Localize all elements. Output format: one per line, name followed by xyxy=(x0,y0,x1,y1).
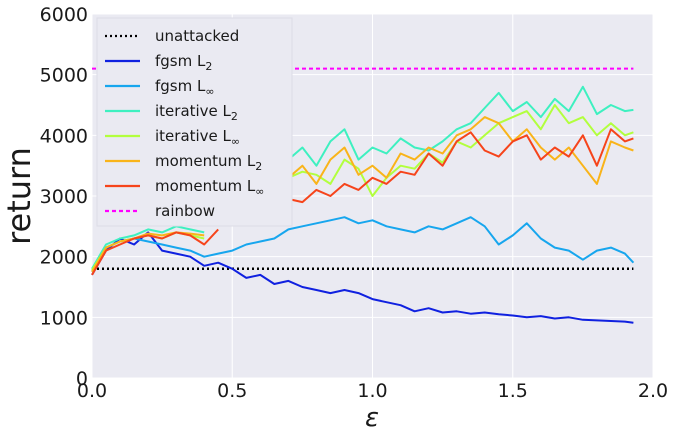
y-tick-label: 0 xyxy=(76,368,88,390)
y-tick-label: 2000 xyxy=(40,247,88,269)
legend-entry-label: fgsm L xyxy=(155,77,206,95)
x-tick-label: 2.0 xyxy=(638,380,668,402)
x-tick-label: 1.5 xyxy=(498,380,528,402)
legend-entry: rainbow xyxy=(155,202,215,220)
series-line-momentum-linf xyxy=(91,228,219,276)
series-line-iterative-linf xyxy=(288,104,634,197)
series-line-fgsm-linf xyxy=(91,216,635,273)
legend-box xyxy=(96,17,293,227)
y-tick-label: 4000 xyxy=(40,125,88,147)
y-tick-label: 3000 xyxy=(40,186,88,208)
y-tick-label: 1000 xyxy=(40,307,88,329)
legend-entry: fgsm L2 xyxy=(155,52,212,73)
legend-entry-label: fgsm L xyxy=(155,52,206,70)
series-line-momentum-l2 xyxy=(287,116,634,185)
series-line-fgsm-l2 xyxy=(91,231,634,324)
legend-entry: fgsm L∞ xyxy=(155,77,215,98)
legend-entry-label: iterative L xyxy=(155,127,232,145)
series-layer xyxy=(91,67,635,324)
legend-entry-subscript: 2 xyxy=(205,60,212,73)
y-tick-label: 6000 xyxy=(40,4,88,26)
series-line-momentum-l2 xyxy=(91,231,205,273)
x-axis-label: ε xyxy=(365,403,379,433)
legend-entry: momentum L∞ xyxy=(155,177,264,198)
x-tick-label: 0.0 xyxy=(77,380,107,402)
legend-entry: iterative L2 xyxy=(155,102,238,123)
legend-entry-subscript: ∞ xyxy=(231,135,240,148)
legend-entry-label: rainbow xyxy=(155,202,215,220)
legend-entry-label: momentum L xyxy=(155,177,256,195)
x-tick-label: 1.0 xyxy=(357,380,387,402)
series-line-iterative-l2 xyxy=(91,225,205,270)
legend-entry-label: momentum L xyxy=(155,152,256,170)
tick-labels: 0.0 0.5 1.0 1.5 2.0 0 1000 2000 3000 4000 5000 6000 xyxy=(40,4,668,402)
y-axis-label: return xyxy=(0,147,38,245)
legend-entry-subscript: 2 xyxy=(231,110,238,123)
legend-entry: momentum L2 xyxy=(155,152,262,173)
legend-entry-subscript: ∞ xyxy=(205,85,214,98)
legend-entry-subscript: 2 xyxy=(255,160,262,173)
legend-entry-label: unattacked xyxy=(155,27,239,45)
legend-entry-label: iterative L xyxy=(155,102,232,120)
x-tick-label: 0.5 xyxy=(217,380,247,402)
series-line-momentum-linf xyxy=(288,128,634,204)
legend-entry: unattacked xyxy=(155,27,239,45)
series-line-iterative-l2 xyxy=(287,85,634,167)
legend-entry: iterative L∞ xyxy=(155,127,240,148)
legend-entry-subscript: ∞ xyxy=(255,185,264,198)
y-tick-label: 5000 xyxy=(40,65,88,87)
